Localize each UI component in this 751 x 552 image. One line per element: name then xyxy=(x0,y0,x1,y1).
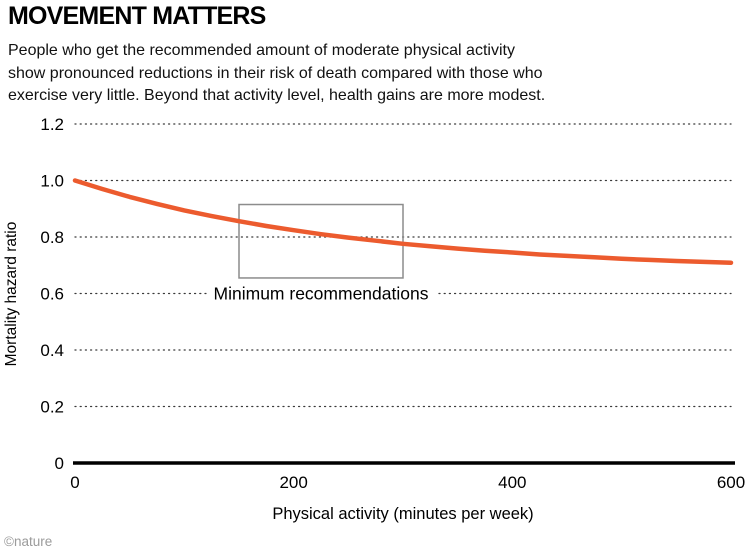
annotation-label: Minimum recommendations xyxy=(214,284,429,304)
hazard-ratio-line xyxy=(72,178,734,265)
x-tick-label: 200 xyxy=(279,473,307,492)
y-tick-label: 0 xyxy=(55,454,64,473)
y-tick-label: 0.4 xyxy=(40,341,64,360)
minimum-recommendations-box xyxy=(238,203,404,279)
chart-description: People who get the recommended amount of… xyxy=(8,42,546,105)
annotation-label-bg xyxy=(206,283,436,304)
y-tick-label: 0.2 xyxy=(40,398,64,417)
y-axis-label: Mortality hazard ratio xyxy=(3,222,20,367)
y-tick-label: 1.2 xyxy=(40,115,64,134)
x-tick-label: 600 xyxy=(717,473,745,492)
chart-header: MOVEMENT MATTERS People who get the reco… xyxy=(8,2,721,108)
page-title: MOVEMENT MATTERS xyxy=(8,2,266,30)
x-tick-label: 400 xyxy=(498,473,526,492)
y-tick-label: 1.0 xyxy=(40,172,64,191)
x-tick-label: 0 xyxy=(70,473,79,492)
x-axis-label: Physical activity (minutes per week) xyxy=(272,505,533,523)
y-tick-label: 0.6 xyxy=(40,285,64,304)
nature-watermark: ©nature xyxy=(4,534,53,549)
y-tick-label: 0.8 xyxy=(40,228,64,247)
